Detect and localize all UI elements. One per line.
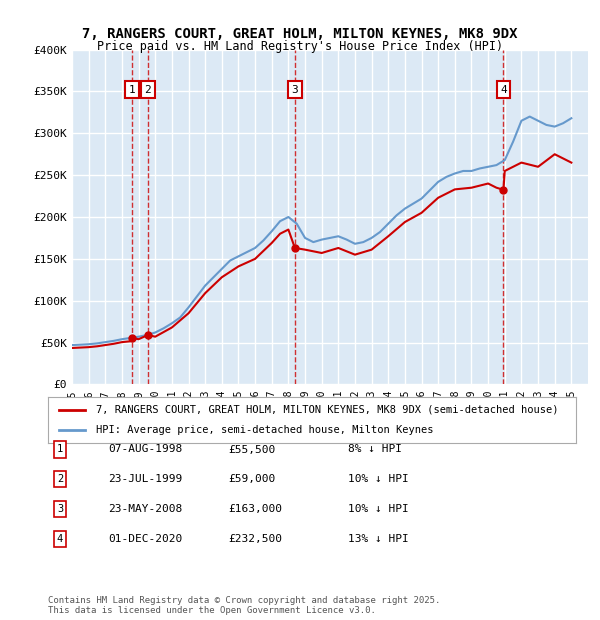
Text: £55,500: £55,500 (228, 445, 275, 454)
Text: 10% ↓ HPI: 10% ↓ HPI (348, 474, 409, 484)
Text: 7, RANGERS COURT, GREAT HOLM, MILTON KEYNES, MK8 9DX: 7, RANGERS COURT, GREAT HOLM, MILTON KEY… (82, 27, 518, 41)
Text: Contains HM Land Registry data © Crown copyright and database right 2025.: Contains HM Land Registry data © Crown c… (48, 596, 440, 604)
Text: 2: 2 (57, 474, 63, 484)
Text: Price paid vs. HM Land Registry's House Price Index (HPI): Price paid vs. HM Land Registry's House … (97, 40, 503, 53)
Text: HPI: Average price, semi-detached house, Milton Keynes: HPI: Average price, semi-detached house,… (95, 425, 433, 435)
Text: £163,000: £163,000 (228, 504, 282, 514)
Text: 4: 4 (500, 85, 507, 95)
Text: This data is licensed under the Open Government Licence v3.0.: This data is licensed under the Open Gov… (48, 606, 376, 614)
Text: 1: 1 (57, 445, 63, 454)
Text: 13% ↓ HPI: 13% ↓ HPI (348, 534, 409, 544)
Text: 1: 1 (128, 85, 135, 95)
Text: 8% ↓ HPI: 8% ↓ HPI (348, 445, 402, 454)
Text: 3: 3 (292, 85, 298, 95)
Text: 10% ↓ HPI: 10% ↓ HPI (348, 504, 409, 514)
Text: 3: 3 (57, 504, 63, 514)
Text: 2: 2 (145, 85, 151, 95)
Text: 4: 4 (57, 534, 63, 544)
Text: 23-JUL-1999: 23-JUL-1999 (108, 474, 182, 484)
Text: £232,500: £232,500 (228, 534, 282, 544)
Text: 01-DEC-2020: 01-DEC-2020 (108, 534, 182, 544)
Text: 7, RANGERS COURT, GREAT HOLM, MILTON KEYNES, MK8 9DX (semi-detached house): 7, RANGERS COURT, GREAT HOLM, MILTON KEY… (95, 405, 558, 415)
Text: 23-MAY-2008: 23-MAY-2008 (108, 504, 182, 514)
Text: 07-AUG-1998: 07-AUG-1998 (108, 445, 182, 454)
Text: £59,000: £59,000 (228, 474, 275, 484)
